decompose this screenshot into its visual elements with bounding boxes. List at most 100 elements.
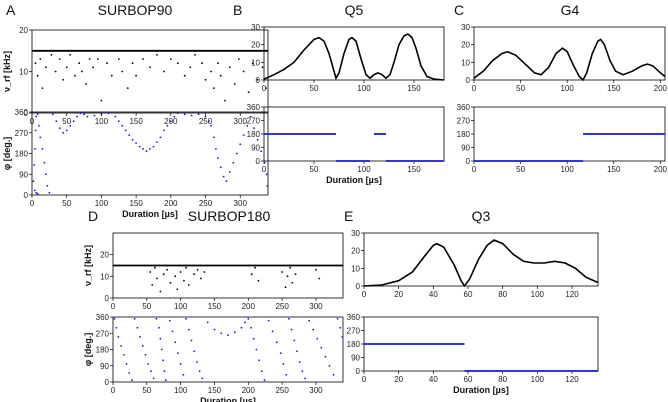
data-point: [174, 275, 177, 278]
data-point: [204, 115, 207, 118]
panel-label: E: [344, 208, 353, 224]
data-point: [233, 83, 236, 85]
data-point: [265, 173, 268, 176]
x-tick-label: 0: [362, 290, 367, 299]
data-point: [171, 330, 174, 333]
plot-frame: [363, 232, 599, 287]
data-point: [159, 290, 162, 293]
data-point: [251, 62, 254, 65]
data-point: [173, 115, 176, 118]
data-point: [110, 74, 113, 77]
y-tick-label: 180: [247, 130, 261, 139]
data-point: [179, 363, 182, 365]
data-point: [185, 266, 188, 269]
y-axis-label: ν_rf [kHz]: [2, 51, 12, 92]
data-point: [74, 74, 76, 77]
x-tick-label: 100: [95, 117, 109, 126]
data-point: [115, 326, 118, 329]
data-point: [158, 326, 160, 329]
data-point: [328, 364, 331, 367]
panel-label: A: [6, 2, 16, 18]
data-point: [117, 120, 120, 123]
data-point: [128, 134, 131, 137]
y-tick-label: 270: [96, 329, 110, 338]
data-point: [288, 317, 290, 320]
data-point: [282, 363, 285, 365]
data-point: [69, 54, 72, 56]
data-point: [210, 70, 213, 73]
data-point: [187, 284, 190, 286]
data-point: [261, 66, 264, 69]
data-point: [246, 124, 249, 127]
data-point: [85, 83, 87, 85]
data-point: [275, 341, 278, 344]
y-tick-label: 10: [100, 272, 109, 281]
data-point: [128, 372, 131, 374]
data-point: [166, 268, 169, 271]
y-tick-label: 30: [461, 23, 470, 32]
y-tick-label: 0: [356, 282, 361, 291]
data-point: [62, 131, 65, 134]
data-point: [256, 138, 259, 141]
data-point: [125, 363, 128, 365]
panel-title: SURBOP180: [188, 208, 271, 224]
data-point: [315, 268, 317, 271]
data-point: [190, 339, 193, 342]
data-point: [198, 370, 201, 373]
data-point: [122, 354, 125, 356]
data-point: [260, 150, 262, 153]
data-point: [149, 271, 152, 273]
data-point: [159, 337, 162, 340]
data-point: [179, 271, 182, 273]
data-point: [281, 271, 283, 273]
panel-title: SURBOP90: [98, 2, 173, 18]
data-point: [114, 115, 117, 118]
x-tick-label: 200: [654, 165, 668, 174]
data-point: [289, 266, 292, 269]
data-point: [154, 266, 156, 269]
data-point: [155, 317, 158, 320]
data-point: [324, 355, 327, 358]
data-point: [291, 281, 294, 284]
x-tick-label: 40: [429, 290, 438, 299]
data-point: [206, 321, 209, 324]
data-point: [162, 273, 165, 276]
data-point: [233, 331, 236, 334]
data-point: [156, 277, 158, 280]
x-tick-label: 80: [498, 290, 507, 299]
data-point: [65, 129, 68, 132]
x-tick-label: 250: [275, 386, 289, 395]
data-point: [271, 330, 274, 333]
y-tick-label: 20: [100, 251, 109, 260]
data-point: [196, 268, 199, 271]
data-point: [159, 136, 162, 139]
x-tick-label: 100: [174, 302, 188, 311]
x-tick-label: 100: [357, 165, 371, 174]
x-tick-label: 0: [30, 199, 35, 208]
data-point: [308, 319, 311, 322]
data-point: [39, 136, 42, 139]
data-point: [78, 62, 81, 65]
x-tick-label: 300: [309, 386, 323, 395]
data-point: [213, 328, 216, 331]
data-point: [257, 279, 260, 282]
y-tick-label: 10: [251, 58, 260, 67]
data-point: [149, 66, 151, 69]
data-point: [220, 332, 223, 335]
data-point: [228, 171, 231, 173]
data-point: [239, 143, 242, 146]
data-point: [290, 328, 293, 331]
x-tick-label: 150: [129, 117, 143, 126]
data-point: [215, 148, 217, 150]
data-point: [145, 150, 148, 153]
data-point: [163, 70, 165, 73]
data-point: [235, 152, 238, 155]
data-point: [33, 164, 35, 166]
data-point: [72, 120, 75, 123]
data-point: [301, 370, 304, 373]
data-point: [296, 350, 298, 353]
data-point: [339, 326, 342, 329]
data-point: [76, 115, 78, 118]
data-point: [225, 180, 228, 183]
